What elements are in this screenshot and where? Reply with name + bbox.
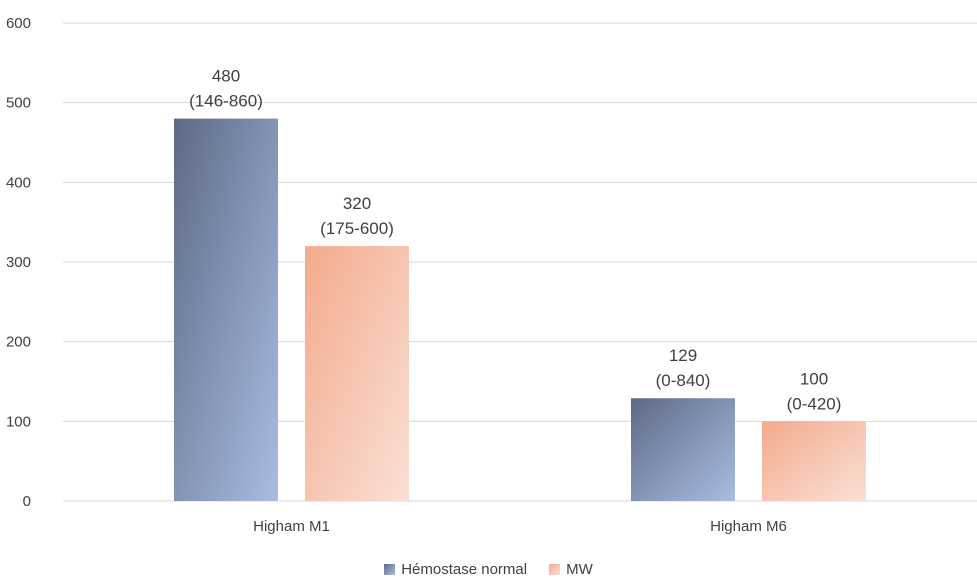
data-labels: 480 (146-860) 320 (175-600) 129 (0-840) 100 (0-… [189, 67, 841, 414]
bar-chart: 0 100 200 300 400 500 600 480 (146-860) 320 (175-… [6, 15, 977, 535]
category-label: Higham M1 [253, 518, 330, 535]
category-label: Higham M6 [710, 518, 787, 535]
data-label: 100 [800, 369, 828, 388]
data-label: 320 [343, 194, 371, 213]
y-tick-label: 200 [6, 334, 31, 351]
data-label: (0-420) [787, 394, 842, 413]
y-tick-label: 400 [6, 174, 31, 191]
data-label: 480 [212, 67, 240, 86]
bar-higham-m6-series-1 [762, 421, 866, 501]
y-tick-label: 0 [23, 493, 31, 510]
bar-higham-m1-series-1 [305, 246, 409, 501]
data-label: (0-840) [656, 371, 711, 390]
y-tick-label: 100 [6, 413, 31, 430]
data-label: (175-600) [320, 219, 394, 238]
legend-label-mw: MW [566, 560, 593, 578]
legend-swatch-mw [549, 563, 561, 575]
legend-item-mw: MW [549, 561, 593, 578]
legend-swatch-hemostase-normal [384, 563, 396, 575]
bar-higham-m6-series-0 [631, 398, 735, 501]
legend-item-hemostase-normal: Hémostase normal [384, 561, 527, 578]
y-tick-label: 600 [6, 15, 31, 32]
legend-label-hemostase-normal: Hémostase normal [401, 560, 528, 578]
bars [174, 118, 866, 501]
legend: Hémostase normal MW [0, 559, 977, 579]
y-tick-label: 300 [6, 254, 31, 271]
bar-higham-m1-series-0 [174, 118, 278, 501]
y-tick-label: 500 [6, 95, 31, 112]
data-label: (146-860) [189, 92, 263, 111]
y-axis-tick-labels: 0 100 200 300 400 500 600 [6, 15, 31, 510]
data-label: 129 [669, 346, 697, 365]
x-axis-category-labels: Higham M1 Higham M6 [253, 518, 787, 535]
